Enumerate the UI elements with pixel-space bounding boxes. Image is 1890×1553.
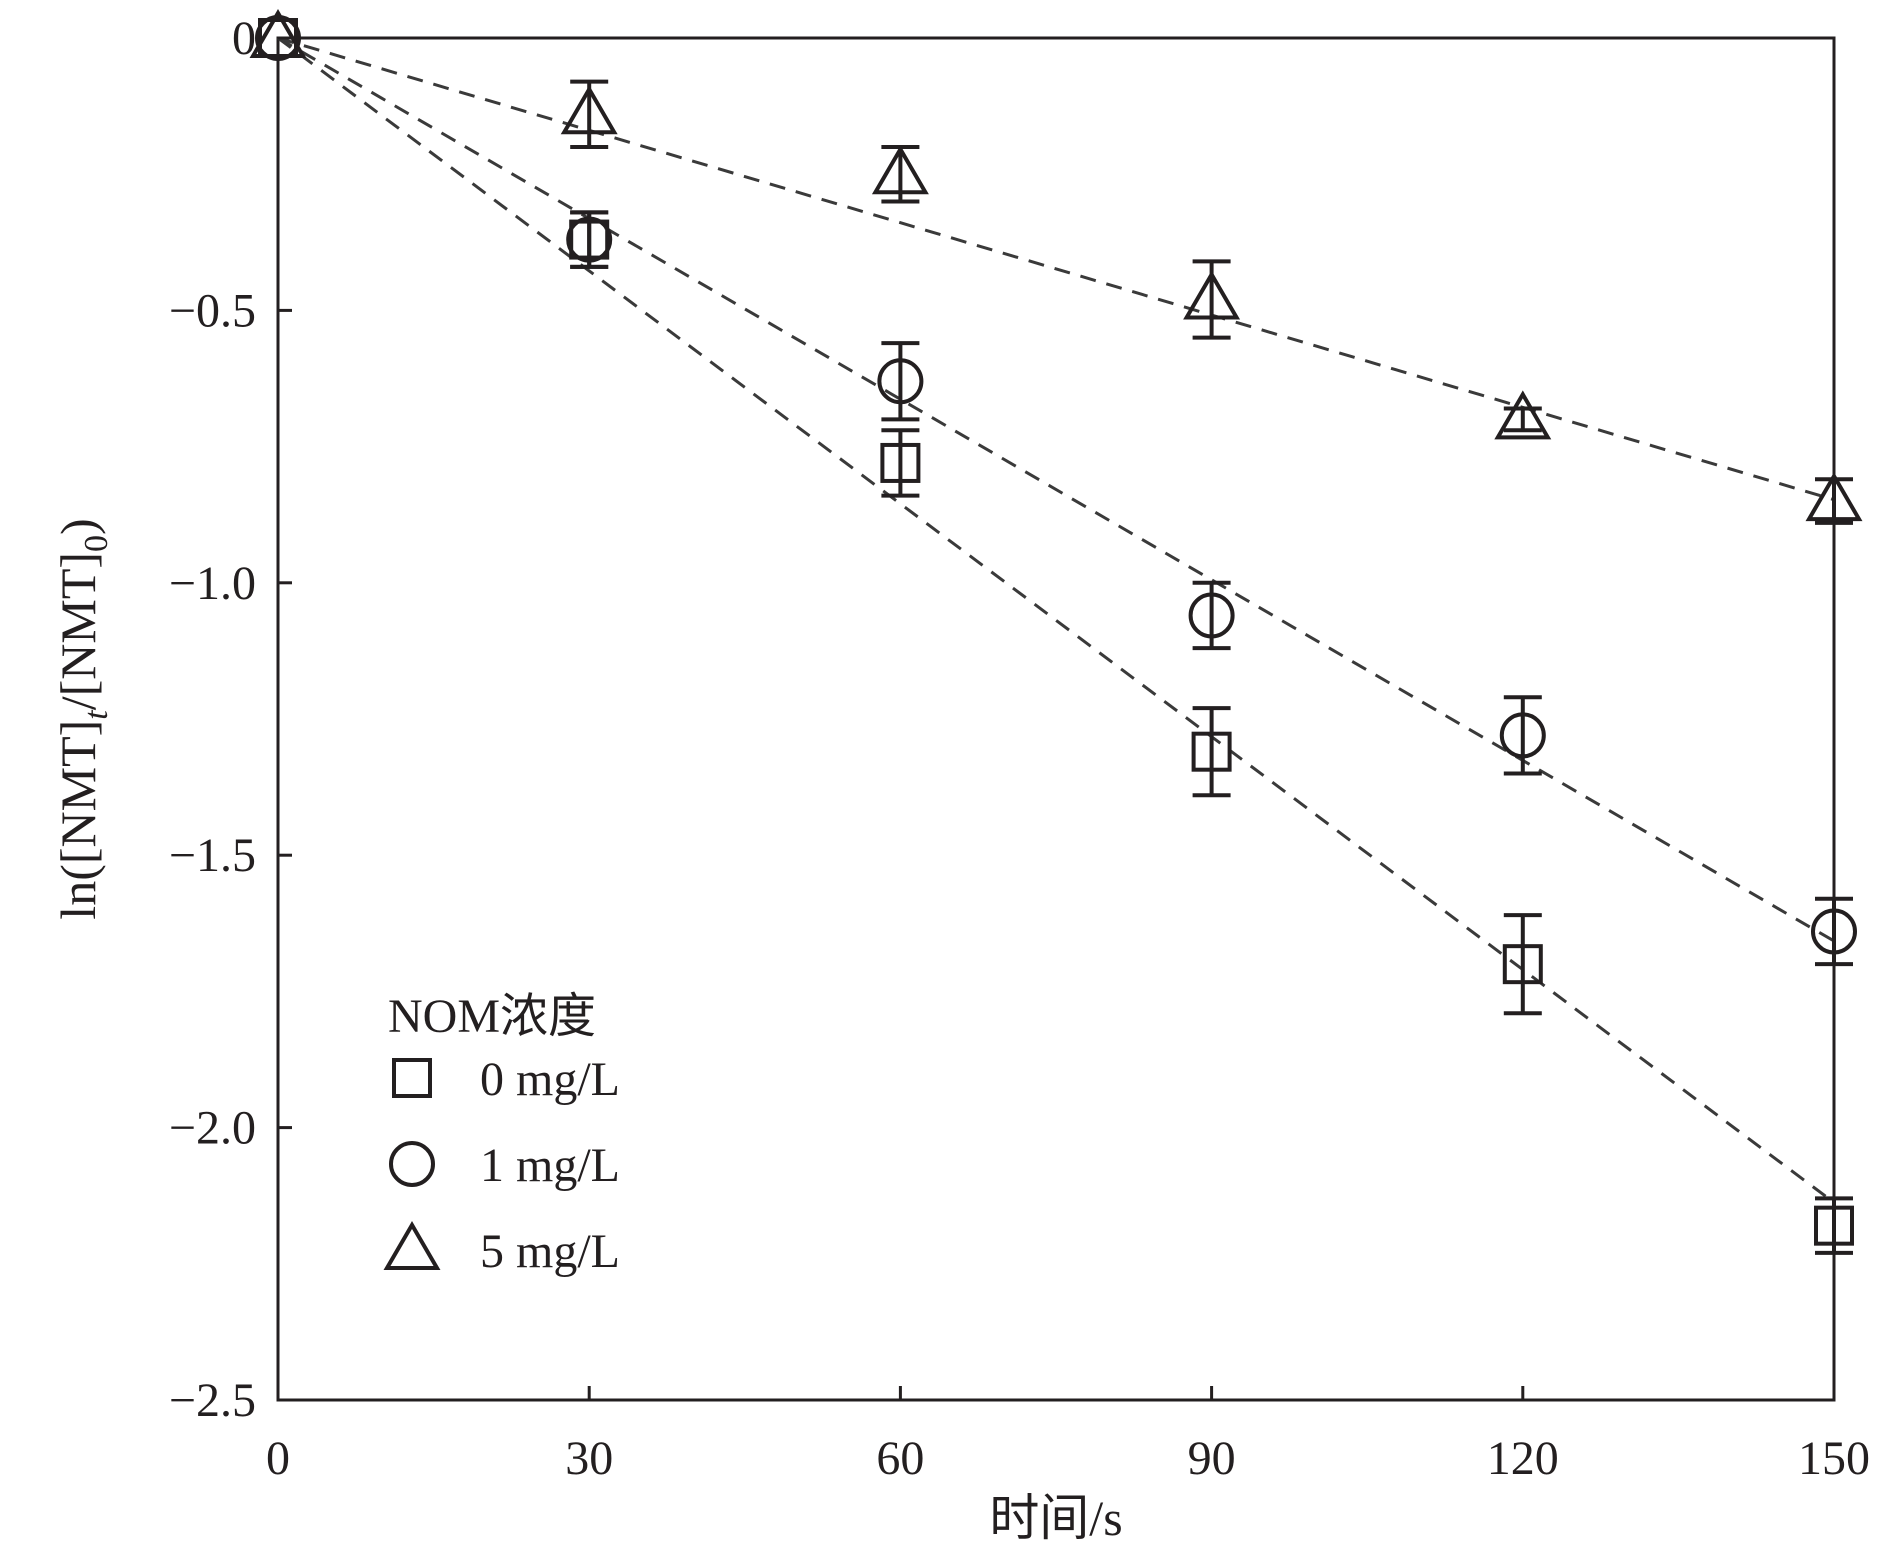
y-tick-label: −2.0 — [169, 1102, 256, 1155]
legend-circle-icon — [389, 1141, 435, 1187]
y-axis-label-mid: /[NMT] — [50, 552, 106, 710]
legend-label: 1 mg/L — [480, 1139, 620, 1192]
triangle-marker — [560, 85, 618, 135]
triangle-marker — [871, 145, 929, 195]
legend-label: 5 mg/L — [480, 1225, 620, 1278]
x-tick-label: 150 — [1798, 1432, 1870, 1485]
circle-marker — [1811, 908, 1857, 955]
y-axis-label-main: ln([NMT] — [50, 720, 106, 920]
y-axis-label-close: ) — [50, 518, 106, 535]
triangle-marker — [249, 9, 307, 58]
y-tick-label: −2.5 — [169, 1374, 256, 1427]
y-tick-label: −1.0 — [169, 557, 256, 610]
square-marker — [880, 442, 921, 483]
square-marker — [1814, 1205, 1854, 1246]
legend: NOM浓度 0 mg/L 1 mg/L 5 mg/L — [383, 990, 620, 1278]
x-tick-label: 90 — [1188, 1432, 1236, 1485]
legend-title: NOM浓度 — [388, 990, 596, 1043]
x-tick-label: 60 — [876, 1432, 924, 1485]
fit-lines — [277, 36, 1835, 1204]
square-marker — [569, 219, 610, 260]
square-marker — [1502, 944, 1543, 985]
data-markers — [249, 9, 1863, 1246]
legend-label: 0 mg/L — [480, 1053, 620, 1106]
triangle-marker — [1494, 390, 1552, 440]
circle-marker — [255, 15, 301, 61]
x-tick-label: 0 — [266, 1432, 290, 1485]
y-axis-label: ln([NMT]t/[NMT]0) — [50, 518, 115, 919]
legend-square-icon — [392, 1058, 432, 1098]
circle-marker — [566, 216, 613, 263]
fit-line — [277, 36, 1835, 502]
triangle-marker — [1183, 270, 1241, 320]
circle-marker — [1188, 592, 1235, 639]
plot-frame — [276, 36, 1836, 1402]
x-tick-label: 30 — [565, 1432, 613, 1485]
x-tick-label: 120 — [1487, 1432, 1559, 1485]
error-bars — [570, 79, 1853, 1255]
y-axis-label-sub-0: 0 — [78, 535, 115, 552]
fit-line — [277, 36, 1835, 943]
y-axis-label-sub-t: t — [78, 709, 115, 720]
square-marker — [1191, 731, 1232, 772]
circle-marker — [1499, 712, 1546, 759]
x-axis-label: 时间/s — [989, 1490, 1122, 1546]
legend-triangle-icon — [383, 1221, 441, 1270]
y-axis: 0 −0.5 −1.0 −1.5 −2.0 −2.5 — [169, 12, 292, 1427]
x-axis: 0 30 60 90 120 150 — [266, 1386, 1870, 1485]
y-tick-label: −0.5 — [169, 284, 256, 337]
y-tick-label: −1.5 — [169, 829, 256, 882]
circle-marker — [877, 358, 924, 405]
y-tick-label: 0 — [232, 12, 256, 65]
triangle-marker — [1805, 472, 1863, 522]
